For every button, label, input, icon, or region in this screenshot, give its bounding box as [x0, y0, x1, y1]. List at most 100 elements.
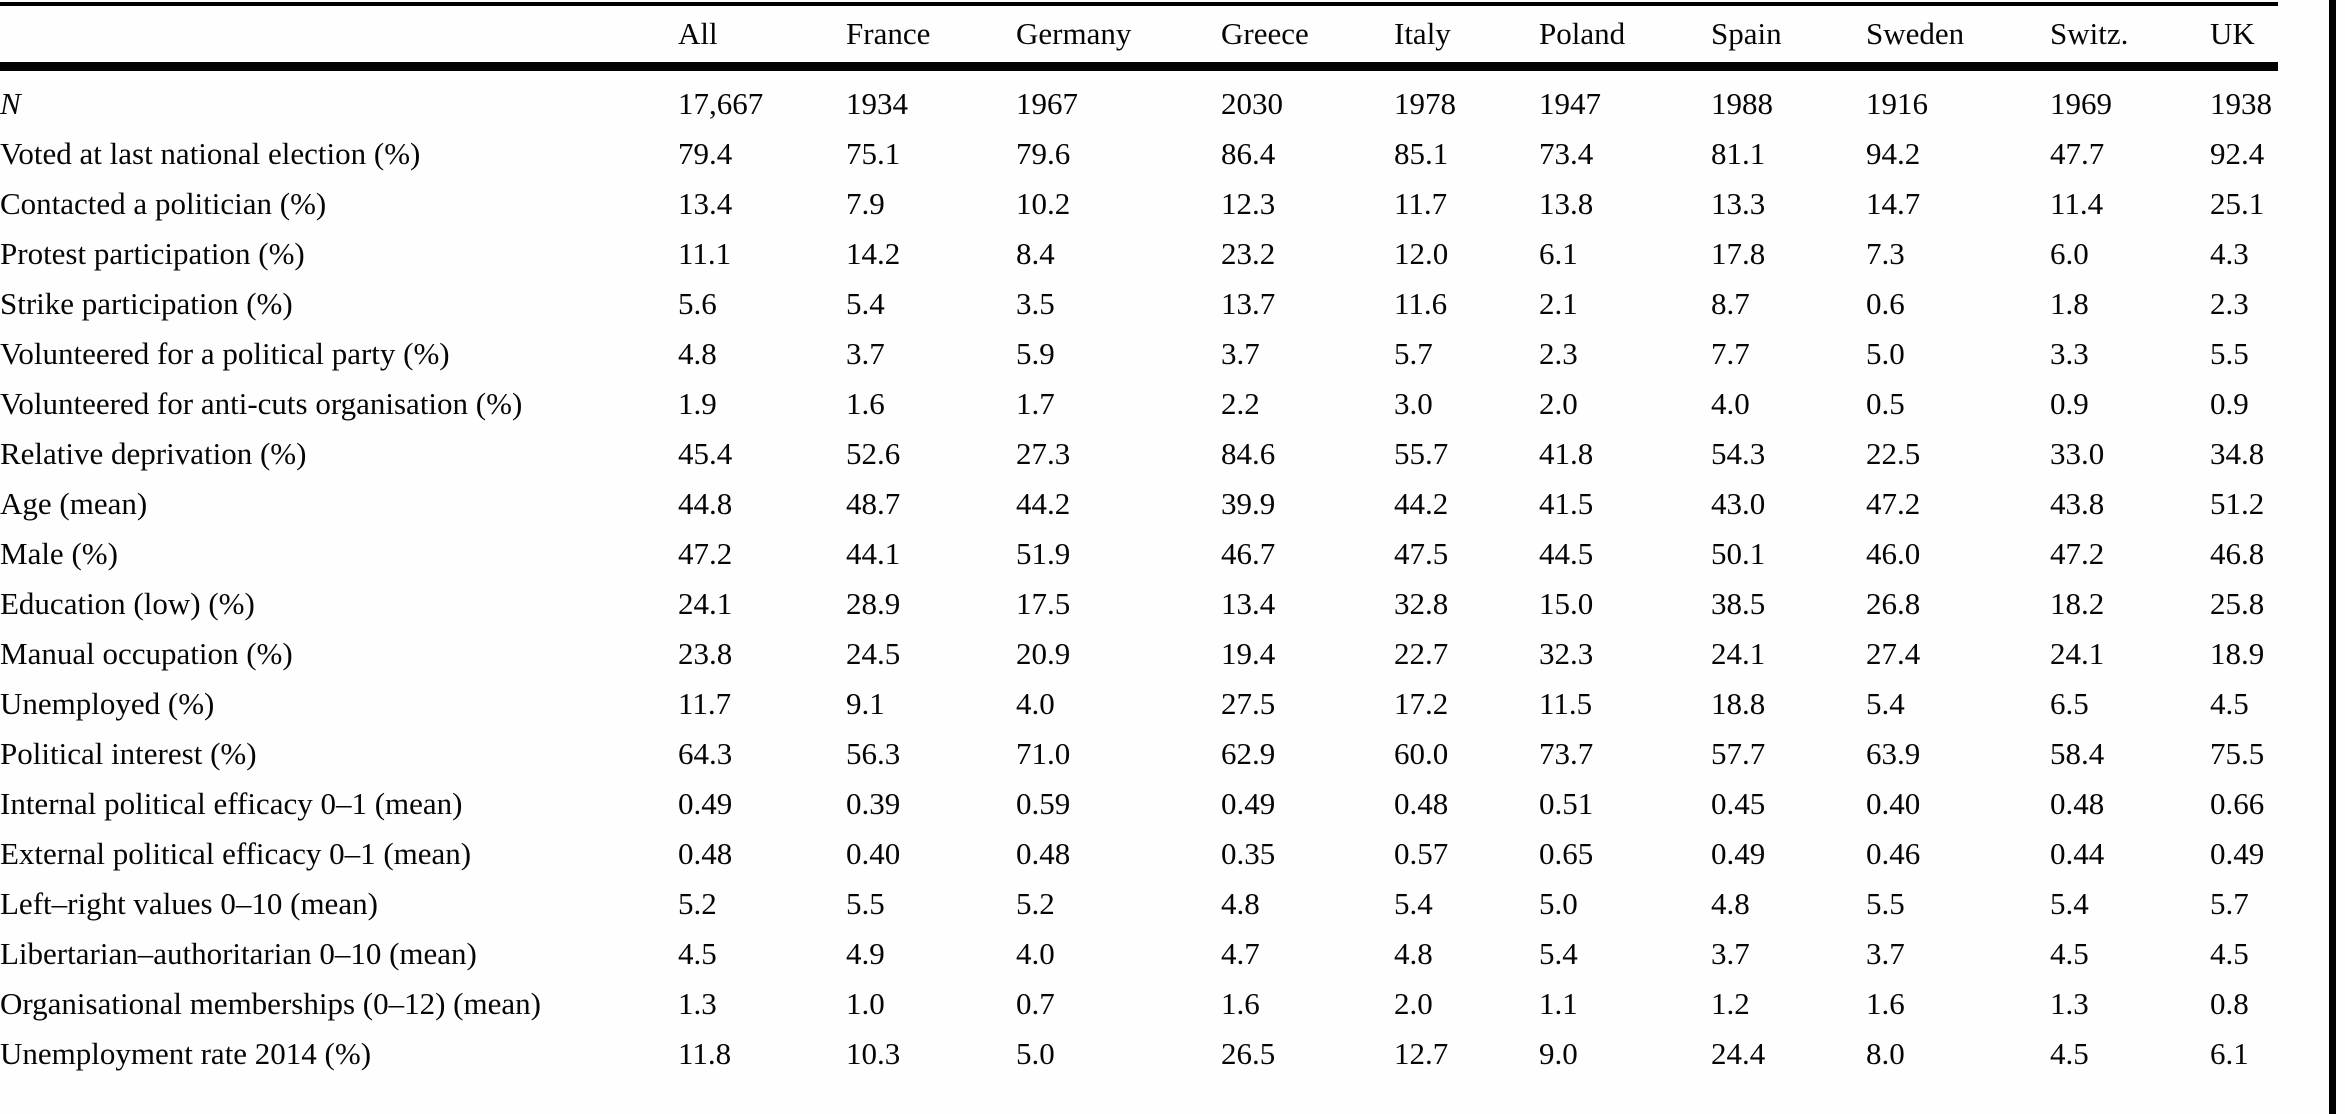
- table-cell: 34.8: [2210, 436, 2265, 471]
- table-cell: 18.9: [2210, 636, 2265, 671]
- table-cell: 6.0: [2050, 236, 2089, 271]
- header-cell: Sweden: [1866, 15, 1965, 51]
- table-cell: 75.1: [846, 136, 901, 171]
- table-cell: 0.35: [1221, 836, 1276, 871]
- row-label: N: [0, 86, 21, 121]
- table-cell: 44.1: [846, 536, 901, 571]
- table-cell: 22.7: [1394, 636, 1449, 671]
- table-cell: 11.8: [678, 1036, 732, 1071]
- table-cell: 4.9: [846, 936, 885, 971]
- table-cell: 4.5: [2210, 686, 2249, 721]
- table-cell: 12.0: [1394, 236, 1449, 271]
- table-cell: 0.6: [1866, 286, 1905, 321]
- row-label: Age (mean): [0, 486, 148, 521]
- table-cell: 64.3: [678, 736, 733, 771]
- table-row: Manual occupation (%) 23.8 24.5 20.9 19.4 22.…: [0, 629, 2278, 679]
- table-cell: 11.1: [678, 236, 732, 271]
- table-cell: 44.2: [1016, 486, 1071, 521]
- table-cell: 0.48: [1016, 836, 1071, 871]
- table-cell: 24.1: [1711, 636, 1766, 671]
- table-cell: 5.4: [1539, 936, 1578, 971]
- descriptive-statistics-table: All France Germany Greece Italy Poland Spain Sw…: [0, 2, 2278, 1079]
- table-cell: 5.7: [1394, 336, 1433, 371]
- table-cell: 3.7: [1866, 936, 1905, 971]
- table-cell: 0.51: [1539, 786, 1594, 821]
- table-cell: 1967: [1016, 86, 1078, 121]
- table-cell: 0.40: [846, 836, 901, 871]
- header-cell-empty: [0, 4, 678, 66]
- table-row: Education (low) (%) 24.1 28.9 17.5 13.4 32.8 1…: [0, 579, 2278, 629]
- table-cell: 11.6: [1394, 286, 1448, 321]
- table-cell: 1916: [1866, 86, 1928, 121]
- table-cell: 75.5: [2210, 736, 2265, 771]
- table-row: Left–right values 0–10 (mean) 5.2 5.5 5.2 4.…: [0, 879, 2278, 929]
- table-cell: 46.8: [2210, 536, 2265, 571]
- table-cell: 11.7: [678, 686, 732, 721]
- table-cell: 13.4: [1221, 586, 1276, 621]
- table-cell: 46.0: [1866, 536, 1921, 571]
- table-cell: 47.2: [2050, 536, 2105, 571]
- table-cell: 1.9: [678, 386, 717, 421]
- row-label: Unemployed (%): [0, 686, 215, 721]
- table-cell: 7.9: [846, 186, 885, 221]
- header-cell: France: [846, 15, 931, 51]
- table-cell: 8.7: [1711, 286, 1750, 321]
- table-row: External political efficacy 0–1 (mean) 0.…: [0, 829, 2278, 879]
- table-cell: 5.4: [2050, 886, 2089, 921]
- table-cell: 3.5: [1016, 286, 1055, 321]
- table-cell: 5.2: [1016, 886, 1055, 921]
- table-cell: 4.7: [1221, 936, 1260, 971]
- row-label: Education (low) (%): [0, 586, 255, 621]
- row-label: Internal political efficacy 0–1 (mean): [0, 786, 463, 821]
- table-cell: 41.8: [1539, 436, 1594, 471]
- table-cell: 5.4: [1394, 886, 1433, 921]
- row-label: Relative deprivation (%): [0, 436, 307, 471]
- table-cell: 10.3: [846, 1036, 901, 1071]
- table-cell: 1.3: [2050, 986, 2089, 1021]
- table-cell: 0.44: [2050, 836, 2105, 871]
- table-row: Organisational memberships (0–12) (mean)…: [0, 979, 2278, 1029]
- table-cell: 62.9: [1221, 736, 1276, 771]
- table-cell: 0.65: [1539, 836, 1594, 871]
- row-label: Protest participation (%): [0, 236, 305, 271]
- table-cell: 79.6: [1016, 136, 1071, 171]
- table-cell: 2.0: [1539, 386, 1578, 421]
- table-cell: 11.4: [2050, 186, 2104, 221]
- table-cell: 9.0: [1539, 1036, 1578, 1071]
- table-cell: 41.5: [1539, 486, 1594, 521]
- header-cell: Spain: [1711, 15, 1782, 51]
- table-cell: 26.5: [1221, 1036, 1276, 1071]
- row-label: Strike participation (%): [0, 286, 293, 321]
- table-cell: 55.7: [1394, 436, 1449, 471]
- table-cell: 3.7: [846, 336, 885, 371]
- table-cell: 56.3: [846, 736, 901, 771]
- table-cell: 1969: [2050, 86, 2112, 121]
- table-cell: 4.3: [2210, 236, 2249, 271]
- table-cell: 23.8: [678, 636, 733, 671]
- table-cell: 4.5: [2050, 1036, 2089, 1071]
- table-cell: 11.5: [1539, 686, 1593, 721]
- table-cell: 1.6: [1221, 986, 1260, 1021]
- table-cell: 5.0: [1866, 336, 1905, 371]
- table-cell: 18.8: [1711, 686, 1766, 721]
- table-cell: 11.7: [1394, 186, 1448, 221]
- row-label: Political interest (%): [0, 736, 257, 771]
- table-cell: 13.4: [678, 186, 733, 221]
- table-cell: 2.3: [2210, 286, 2249, 321]
- table-cell: 39.9: [1221, 486, 1276, 521]
- table-cell: 51.2: [2210, 486, 2265, 521]
- table-cell: 20.9: [1016, 636, 1071, 671]
- table-cell: 4.0: [1016, 936, 1055, 971]
- row-label: Volunteered for a political party (%): [0, 336, 450, 371]
- table-cell: 79.4: [678, 136, 733, 171]
- table-cell: 15.0: [1539, 586, 1594, 621]
- table-cell: 54.3: [1711, 436, 1766, 471]
- table-cell: 0.40: [1866, 786, 1921, 821]
- header-cell: Italy: [1394, 15, 1451, 51]
- table-cell: 71.0: [1016, 736, 1071, 771]
- table-cell: 24.1: [678, 586, 733, 621]
- table-row: Age (mean) 44.8 48.7 44.2 39.9 44.2 41.5 43.0 47…: [0, 479, 2278, 529]
- table-row: Male (%) 47.2 44.1 51.9 46.7 47.5 44.5 50.1 46.0…: [0, 529, 2278, 579]
- table-cell: 1934: [846, 86, 908, 121]
